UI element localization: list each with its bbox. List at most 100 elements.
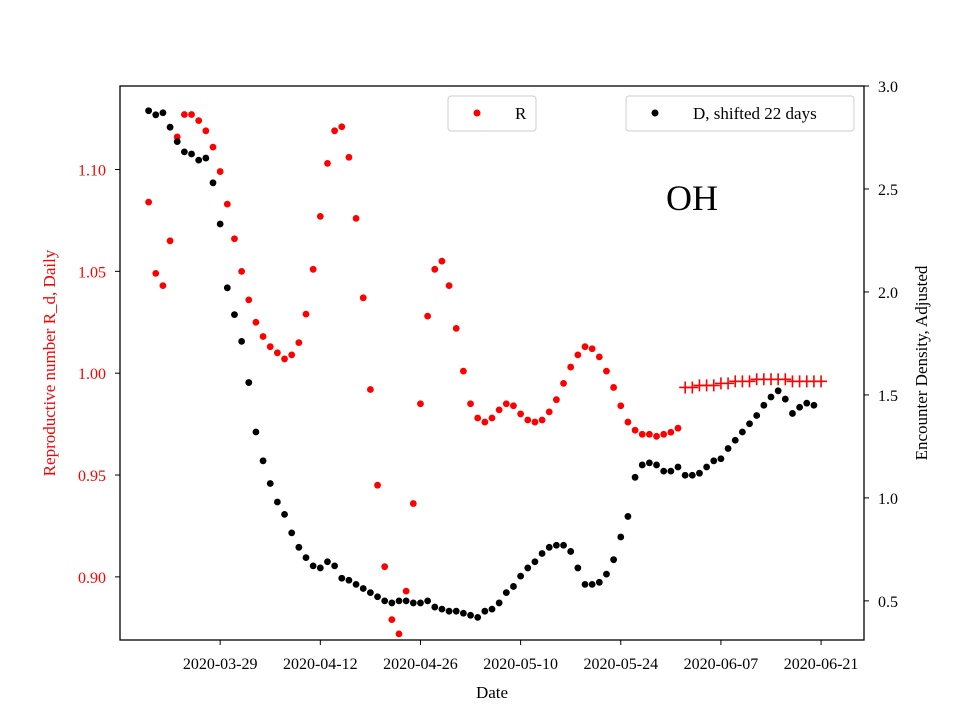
x-tick-label-3: 2020-05-10 — [483, 656, 558, 673]
series-2-point-55 — [538, 550, 546, 557]
series-0-point-55 — [538, 416, 546, 424]
series-1-point-19 — [815, 375, 828, 388]
series-2-point-82 — [731, 436, 739, 444]
series-2-point-44 — [459, 609, 467, 617]
series-1 — [679, 373, 828, 394]
series-2-point-92 — [803, 399, 811, 407]
series-0-point-38 — [417, 400, 424, 408]
series-2-point-1 — [152, 111, 160, 119]
series-2-point-76 — [688, 471, 696, 479]
series-0-point-12 — [231, 235, 238, 243]
x-tick-label-5: 2020-06-07 — [684, 656, 759, 673]
series-2-point-78 — [703, 463, 711, 471]
series-2-point-62 — [588, 580, 596, 588]
series-2-point-84 — [746, 420, 753, 428]
series-2-point-66 — [617, 533, 625, 541]
y-left-tick-label-3: 1.05 — [78, 264, 106, 281]
series-2-point-88 — [774, 387, 782, 395]
y-right-tick-label-1: 1.0 — [878, 491, 898, 508]
series-2-point-6 — [188, 150, 195, 158]
series-2-point-21 — [295, 543, 303, 551]
series-2-point-48 — [488, 605, 496, 613]
series-0-point-31 — [366, 386, 374, 393]
series-0-point-16 — [259, 333, 267, 340]
series-2 — [145, 107, 818, 621]
legend-d: D, shifted 22 days — [625, 95, 855, 132]
legend-r: R — [447, 95, 537, 132]
series-0-point-64 — [603, 367, 610, 375]
legend-r-marker — [473, 109, 481, 117]
y-left-tick-label-0: 0.90 — [78, 570, 106, 587]
y-left-tick-label-1: 0.95 — [78, 468, 106, 485]
series-0-point-45 — [467, 400, 474, 408]
series-2-point-31 — [366, 589, 374, 597]
series-0-point-46 — [474, 414, 482, 422]
plot-frame — [119, 85, 865, 641]
series-0-point-0 — [145, 198, 153, 206]
series-1-point-1 — [686, 381, 699, 394]
series-2-point-4 — [173, 138, 181, 146]
series-2-point-49 — [495, 599, 503, 607]
y-right-axis-label: Encounter Density, Adjusted — [912, 265, 931, 460]
series-2-point-18 — [273, 498, 281, 506]
series-0-point-53 — [524, 416, 532, 424]
series-1-point-6 — [722, 377, 735, 390]
series-2-point-59 — [567, 548, 575, 555]
y-right-tick-label-3: 2.0 — [878, 285, 898, 302]
y-right-tick-label-4: 2.5 — [878, 182, 898, 199]
series-0-point-5 — [180, 111, 188, 118]
series-2-point-80 — [717, 455, 725, 463]
x-tick-label-2: 2020-04-26 — [383, 656, 458, 673]
series-2-point-34 — [388, 599, 396, 607]
x-tick-label-6: 2020-06-21 — [784, 656, 859, 673]
series-0-point-72 — [660, 430, 668, 438]
series-0-point-13 — [238, 267, 246, 275]
series-0-point-47 — [481, 418, 489, 426]
series-1-point-14 — [779, 373, 792, 386]
series-0-point-63 — [595, 353, 603, 361]
series-0-point-62 — [588, 345, 596, 353]
series-0-point-59 — [567, 363, 575, 371]
series-1-point-9 — [743, 375, 756, 388]
series-0-point-51 — [510, 402, 517, 410]
x-axis-ticks: 2020-03-29 2020-04-12 2020-04-26 2020-05-10… — [183, 640, 859, 673]
series-0-point-67 — [624, 418, 632, 426]
series-0-point-33 — [381, 563, 389, 571]
series-0-point-40 — [431, 265, 439, 273]
series-0-point-49 — [495, 406, 503, 414]
series-2-point-51 — [510, 583, 517, 590]
plot-marks — [145, 107, 828, 638]
series-2-point-9 — [209, 179, 217, 187]
series-2-point-40 — [431, 603, 439, 611]
series-2-point-45 — [467, 611, 474, 619]
series-2-point-79 — [710, 457, 718, 465]
series-2-point-87 — [767, 393, 775, 401]
series-0-point-43 — [452, 324, 460, 332]
series-0-point-56 — [545, 408, 553, 416]
series-0-point-18 — [273, 349, 281, 357]
series-2-point-85 — [753, 412, 761, 419]
series-2-point-90 — [789, 410, 796, 417]
series-0-point-39 — [424, 312, 432, 320]
series-2-point-81 — [724, 445, 732, 452]
series-2-point-93 — [810, 401, 818, 409]
series-2-point-10 — [216, 220, 224, 228]
series-2-point-54 — [531, 558, 539, 566]
series-2-point-69 — [638, 461, 646, 469]
series-2-point-63 — [595, 578, 603, 586]
legend-d-label: D, shifted 22 days — [693, 104, 817, 123]
y-left-tick-label-4: 1.10 — [78, 163, 106, 180]
series-2-point-74 — [674, 463, 682, 471]
series-0-point-44 — [459, 367, 467, 375]
series-2-point-61 — [581, 580, 589, 588]
series-2-point-17 — [266, 480, 274, 487]
series-0-point-27 — [338, 123, 346, 131]
series-2-point-68 — [631, 473, 639, 481]
series-0-point-73 — [667, 428, 675, 436]
series-2-point-20 — [288, 529, 296, 537]
series-2-point-39 — [424, 597, 432, 605]
series-2-point-38 — [417, 599, 424, 607]
series-2-point-46 — [474, 613, 482, 621]
series-1-point-4 — [707, 379, 720, 392]
